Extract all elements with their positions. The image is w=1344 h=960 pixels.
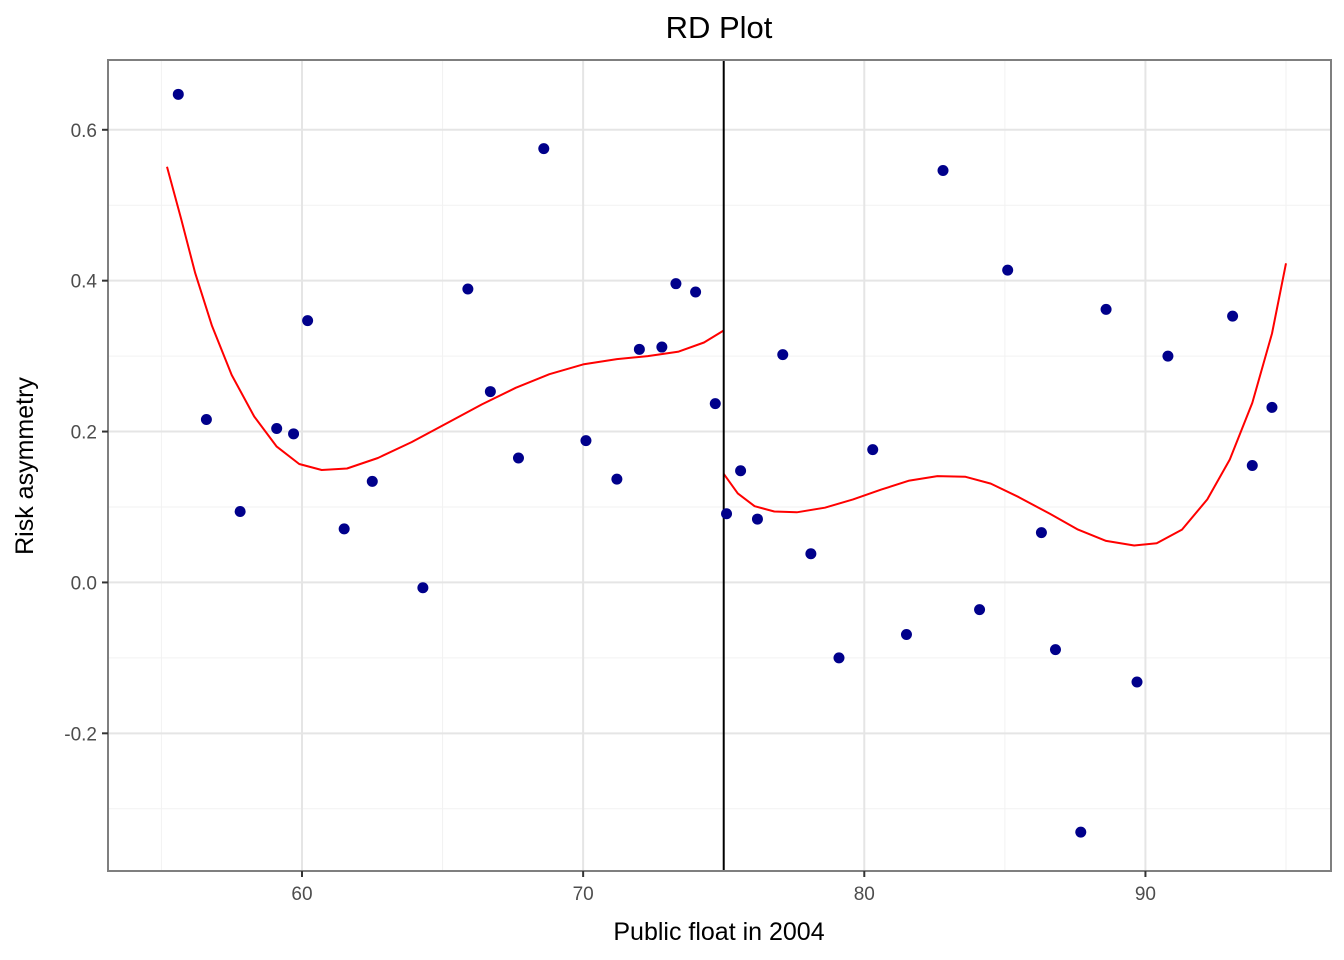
- x-tick-label: 70: [573, 884, 594, 905]
- data-point: [484, 386, 496, 398]
- data-point: [805, 548, 817, 560]
- data-point: [288, 428, 300, 440]
- y-tick-label: 0.2: [71, 423, 97, 444]
- chart-title: RD Plot: [666, 10, 773, 45]
- data-point: [1246, 460, 1258, 471]
- fit-line-right: [722, 263, 1287, 547]
- data-point: [690, 286, 702, 298]
- data-point: [900, 628, 912, 640]
- x-tick-label: 60: [291, 884, 312, 905]
- x-axis: 60 70 80 90: [291, 871, 1156, 905]
- data-point: [462, 283, 474, 295]
- data-point: [1100, 303, 1112, 315]
- data-point: [172, 88, 184, 100]
- data-point: [1075, 826, 1087, 838]
- fit-line-left: [166, 166, 725, 471]
- fit-lines: [166, 166, 1287, 547]
- plot-border: [107, 59, 1332, 872]
- data-point: [867, 444, 879, 456]
- plot-area: [107, 59, 1332, 872]
- data-point: [633, 343, 645, 355]
- data-point: [735, 465, 747, 477]
- data-point: [611, 473, 623, 485]
- data-point: [777, 349, 789, 361]
- y-axis: -0.2 0.0 0.2 0.4 0.6: [64, 121, 108, 745]
- y-tick-label: 0.6: [71, 121, 97, 142]
- data-point: [1049, 644, 1061, 656]
- data-point: [1035, 527, 1047, 539]
- data-point: [234, 506, 246, 518]
- data-point: [974, 604, 986, 616]
- data-point: [538, 143, 550, 155]
- data-point: [1162, 350, 1174, 362]
- data-point: [302, 315, 314, 327]
- y-axis-title: Risk asymmetry: [11, 377, 39, 555]
- data-point: [271, 423, 283, 435]
- data-point: [751, 513, 763, 525]
- data-point: [366, 475, 378, 487]
- data-point: [1266, 401, 1278, 413]
- y-tick-label: 0.0: [71, 573, 97, 594]
- data-point: [656, 341, 668, 353]
- data-point: [709, 398, 721, 410]
- data-point: [580, 435, 592, 447]
- data-point: [512, 452, 524, 464]
- data-points: [172, 88, 1278, 838]
- data-point: [1131, 676, 1143, 688]
- data-point: [937, 165, 949, 177]
- data-point: [417, 582, 429, 594]
- y-tick-label: -0.2: [64, 724, 97, 745]
- data-point: [338, 523, 350, 535]
- x-tick-label: 80: [854, 884, 875, 905]
- data-point: [833, 652, 845, 664]
- x-tick-label: 90: [1135, 884, 1156, 905]
- data-point: [1227, 310, 1239, 322]
- data-point: [200, 413, 212, 425]
- y-tick-label: 0.4: [71, 272, 98, 293]
- data-point: [670, 278, 682, 290]
- data-point: [1002, 264, 1014, 276]
- x-axis-title: Public float in 2004: [613, 918, 824, 946]
- plot-panel: [108, 60, 1331, 871]
- data-point: [721, 508, 733, 520]
